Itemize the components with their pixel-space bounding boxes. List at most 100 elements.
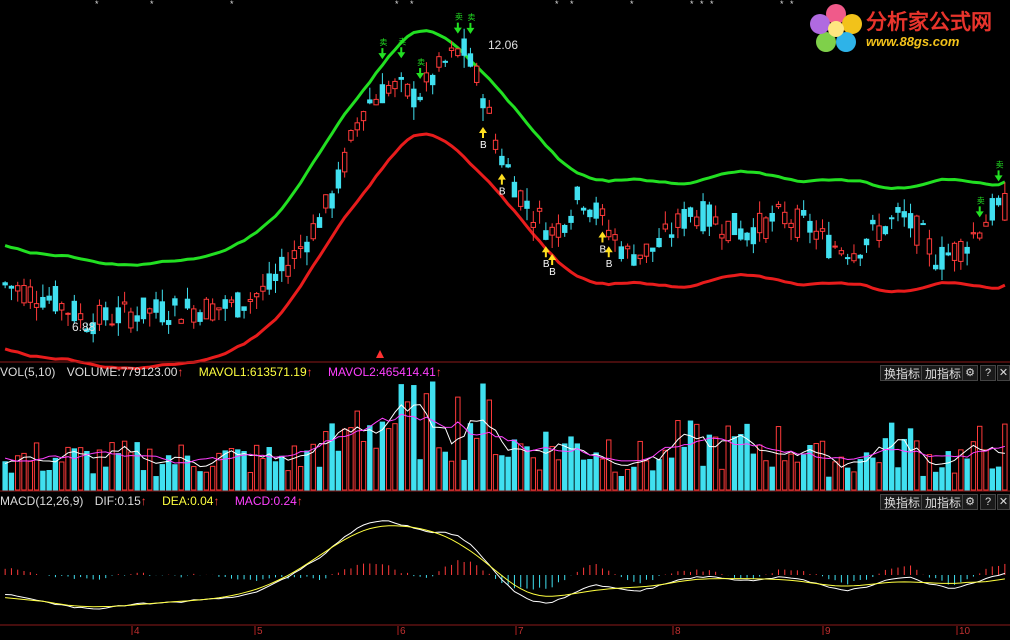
volume-bar	[599, 458, 606, 491]
volume-bar	[159, 464, 166, 491]
price-candle	[951, 242, 958, 261]
volume-bar	[549, 446, 555, 491]
volume-bar	[499, 455, 505, 491]
price-candle	[448, 47, 455, 51]
volume-bar	[518, 443, 524, 491]
price-candle	[392, 80, 398, 90]
price-candle	[712, 216, 719, 225]
price-candle	[329, 193, 335, 209]
macd-close-icon[interactable]: ✕	[997, 494, 1010, 510]
logo-url: www.88gs.com	[866, 34, 960, 49]
volume-bar	[882, 438, 889, 491]
volume-bar	[763, 460, 769, 491]
volume-bar	[21, 452, 27, 491]
price-candle	[857, 254, 863, 259]
vol-gear-icon[interactable]: ⚙	[962, 365, 978, 381]
price-candle	[631, 254, 637, 266]
volume-bar	[794, 461, 801, 491]
price-candle	[775, 203, 782, 208]
volume-bar	[694, 423, 700, 491]
volume-bar	[844, 467, 851, 491]
price-candle	[807, 220, 813, 233]
price-candle	[140, 297, 147, 320]
x-axis-tick-label: 7	[518, 626, 524, 635]
price-candle	[618, 246, 625, 260]
price-candle	[650, 247, 656, 252]
volume-bar	[115, 453, 122, 491]
volume-bar	[995, 466, 1002, 491]
vol-arrow-2: ↑	[306, 365, 313, 379]
volume-bar	[241, 451, 247, 491]
volume-bar	[530, 457, 536, 491]
top-marker: *	[710, 0, 714, 9]
price-candle	[379, 84, 386, 104]
volume-bar	[687, 420, 694, 491]
volume-bar	[33, 442, 40, 491]
macd-help-button[interactable]: ?	[980, 494, 996, 510]
macd-switch-indicator-button[interactable]: 换指标	[880, 494, 925, 510]
price-candle	[876, 225, 882, 241]
volume-bar	[291, 445, 298, 491]
volume-bar	[970, 441, 977, 491]
volume-bar	[807, 445, 813, 491]
volume-bar	[700, 465, 706, 491]
price-candle	[738, 228, 744, 240]
macd-arrow-1: ↑	[140, 494, 147, 508]
volume-bar	[958, 449, 964, 491]
top-marker: *	[630, 0, 634, 9]
price-candle	[995, 197, 1002, 206]
upper-band-line	[4, 29, 1006, 267]
volume-bar	[543, 431, 549, 491]
macd-gear-icon[interactable]: ⚙	[962, 494, 978, 510]
volume-bar	[725, 425, 731, 491]
vol-add-indicator-button[interactable]: 加指标	[921, 365, 966, 381]
vol-help-button[interactable]: ?	[980, 365, 996, 381]
price-candle	[511, 181, 518, 198]
price-candle	[65, 312, 71, 315]
volume-bar	[228, 448, 235, 491]
price-candle	[958, 240, 964, 262]
price-candle	[750, 227, 757, 245]
macd-add-indicator-button[interactable]: 加指标	[921, 494, 966, 510]
price-candle	[8, 285, 15, 289]
volume-bar	[52, 457, 59, 491]
price-candle	[518, 190, 524, 207]
price-candle	[681, 208, 687, 229]
price-candle	[147, 308, 153, 314]
vol-panel-header: VOL(5,10) VOLUME:779123.00↑ MAVOL1:61357…	[0, 364, 1010, 381]
buy-arrow-icon	[478, 126, 487, 138]
x-axis-tick-label: 9	[825, 626, 831, 635]
volume-bar	[77, 447, 84, 491]
volume-bar	[379, 421, 386, 491]
vol-close-icon[interactable]: ✕	[997, 365, 1010, 381]
volume-bar	[398, 384, 404, 491]
vol-volume: VOLUME:779123.00	[66, 365, 178, 379]
volume-bar	[744, 423, 750, 491]
buy-signal-label: B	[499, 187, 506, 198]
vol-switch-indicator-button[interactable]: 换指标	[880, 365, 925, 381]
volume-bar	[184, 455, 191, 491]
price-candle	[159, 301, 166, 323]
volume-bar	[712, 436, 719, 491]
sell-signal-label: 卖	[417, 58, 425, 67]
price-candle	[90, 322, 96, 335]
volume-bar	[492, 454, 499, 491]
volume-bar	[907, 428, 914, 491]
volume-bar	[964, 458, 970, 491]
low-price-label: 6.88	[72, 320, 96, 334]
volume-bar	[631, 466, 637, 491]
price-candle	[235, 292, 241, 318]
volume-bar	[775, 426, 782, 491]
buy-signal-label: B	[543, 259, 550, 270]
volume-bar	[373, 447, 379, 491]
price-candle	[536, 207, 543, 212]
volume-bar	[731, 436, 738, 491]
volume-bar	[354, 410, 360, 491]
price-candle	[788, 222, 794, 229]
price-candle	[279, 256, 285, 272]
top-marker: *	[690, 0, 694, 9]
price-candle	[549, 226, 555, 236]
volume-bar	[140, 470, 147, 491]
sell-signal-label: 卖	[467, 13, 475, 22]
volume-bar	[568, 436, 574, 491]
